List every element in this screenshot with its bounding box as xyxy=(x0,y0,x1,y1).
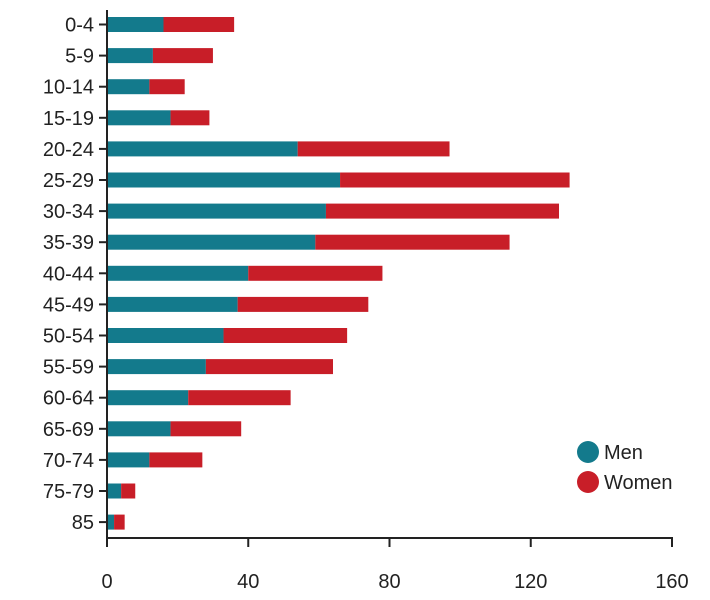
bar-men-35-39 xyxy=(107,234,316,250)
y-tick-label: 70-74 xyxy=(43,450,94,472)
legend: Men Women xyxy=(577,441,673,494)
y-tick-label: 55-59 xyxy=(43,357,94,379)
x-tick-label: 120 xyxy=(514,571,547,593)
x-tick-label: 160 xyxy=(655,571,688,593)
y-tick-label: 25-29 xyxy=(43,170,94,192)
y-tick-label: 50-54 xyxy=(43,326,94,348)
bar-men-45-49 xyxy=(107,296,238,312)
x-tick-label: 80 xyxy=(378,571,400,593)
bar-men-40-44 xyxy=(107,265,249,281)
y-tick-label: 0-4 xyxy=(65,15,94,37)
legend-swatch-men xyxy=(577,441,599,463)
axes-layer: 0-4 5-9 10-14 15-19 20-24 25-29 30-34 35-39 40-4… xyxy=(43,10,689,593)
bar-men-85 xyxy=(107,514,115,530)
y-tick-label: 30-34 xyxy=(43,201,94,223)
bar-women-50-54 xyxy=(223,328,348,343)
bar-men-55-59 xyxy=(107,359,206,375)
y-tick-label: 75-79 xyxy=(43,481,94,503)
bar-women-45-49 xyxy=(237,296,369,312)
bar-women-40-44 xyxy=(248,265,383,281)
bar-women-65-69 xyxy=(170,421,242,437)
bar-women-85 xyxy=(114,514,125,530)
y-tick-label: 40-44 xyxy=(43,263,94,285)
bar-women-55-59 xyxy=(205,359,333,375)
bar-men-25-29 xyxy=(107,172,341,188)
bar-men-65-69 xyxy=(107,421,171,437)
x-tick-label: 40 xyxy=(237,571,259,593)
legend-label-women: Women xyxy=(604,472,673,494)
y-tick-label: 20-24 xyxy=(43,139,94,161)
y-tick-label: 85 xyxy=(72,512,94,534)
y-tick-label: 15-19 xyxy=(43,108,94,130)
y-tick-label: 5-9 xyxy=(65,46,94,68)
bar-men-10-14 xyxy=(107,79,150,95)
bar-men-5-9 xyxy=(107,48,153,64)
legend-swatch-women xyxy=(577,471,599,493)
bar-men-50-54 xyxy=(107,328,224,343)
x-tick-label: 0 xyxy=(101,571,112,593)
bar-women-0-4 xyxy=(163,17,235,32)
bar-men-20-24 xyxy=(107,141,298,157)
y-tick-label: 10-14 xyxy=(43,77,94,99)
y-tick-label: 45-49 xyxy=(43,294,94,316)
bar-women-30-34 xyxy=(325,203,559,219)
bar-women-10-14 xyxy=(149,79,185,95)
bar-women-5-9 xyxy=(152,48,213,64)
bar-women-15-19 xyxy=(170,110,210,126)
y-tick-label: 65-69 xyxy=(43,419,94,441)
y-tick-label: 35-39 xyxy=(43,232,94,254)
y-tick-label: 60-64 xyxy=(43,388,94,410)
bars-layer xyxy=(107,17,570,530)
bar-men-60-64 xyxy=(107,390,189,406)
bar-women-60-64 xyxy=(188,390,291,406)
bar-women-75-79 xyxy=(121,483,136,499)
legend-label-men: Men xyxy=(604,442,643,464)
bar-women-70-74 xyxy=(149,452,203,468)
bar-men-0-4 xyxy=(107,17,164,32)
bar-women-35-39 xyxy=(315,234,510,250)
bar-men-75-79 xyxy=(107,483,122,499)
bar-men-15-19 xyxy=(107,110,171,126)
bar-women-25-29 xyxy=(340,172,570,188)
bar-men-30-34 xyxy=(107,203,326,219)
bar-men-70-74 xyxy=(107,452,150,468)
bar-women-20-24 xyxy=(297,141,450,157)
